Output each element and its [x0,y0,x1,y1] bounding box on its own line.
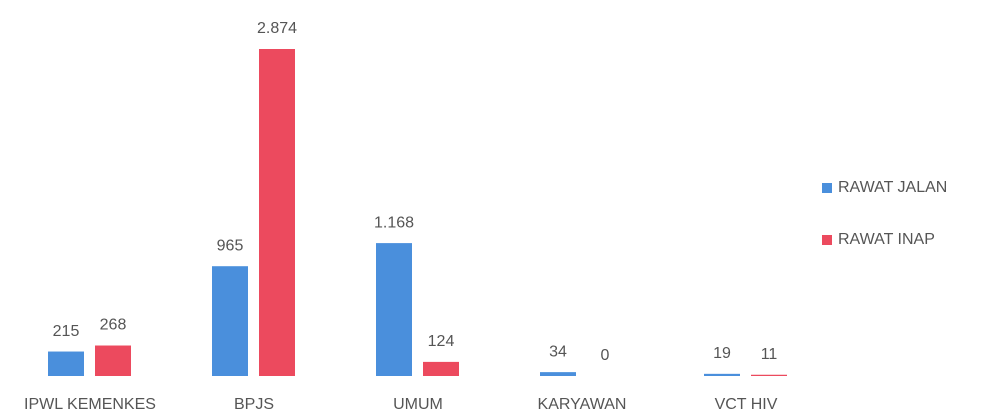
x-tick-label: KARYAWAN [538,396,627,413]
bar [540,372,576,376]
legend-label: RAWAT JALAN [838,179,947,196]
bar [751,374,787,376]
x-tick-label: VCT HIV [715,396,778,413]
data-label: 0 [601,347,610,364]
data-label: 124 [428,333,455,350]
bar [212,266,248,376]
legend-swatch [822,235,832,245]
legend-label: RAWAT INAP [838,231,935,248]
data-label: 1.168 [374,214,414,231]
data-label: 11 [761,346,778,363]
x-tick-label: IPWL KEMENKES [24,396,156,413]
data-label: 965 [217,237,244,254]
x-tick-label: UMUM [393,396,443,413]
bar [48,351,84,376]
bar [704,373,740,376]
bar [95,345,131,376]
data-label: 19 [713,345,731,362]
bar [376,243,412,376]
x-tick-label: BPJS [234,396,274,413]
data-label: 2.874 [257,20,297,37]
data-label: 215 [53,323,80,340]
legend-swatch [822,183,832,193]
bar [259,49,295,376]
data-label: 34 [549,343,567,360]
bar [423,361,459,376]
data-label: 268 [100,317,127,334]
